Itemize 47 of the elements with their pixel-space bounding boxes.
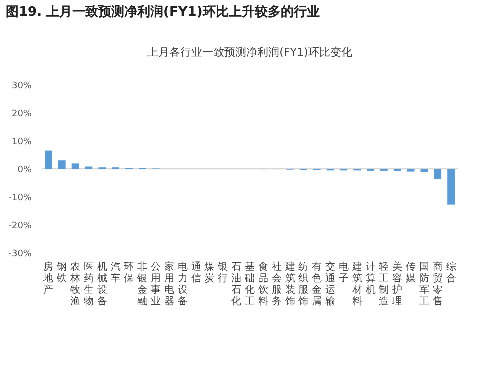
bar — [420, 169, 428, 172]
y-tick-label: 0% — [18, 166, 32, 176]
bar — [434, 169, 442, 180]
x-tick-label: 计算机 — [366, 261, 376, 296]
bar — [448, 169, 455, 205]
y-tick-label: -10% — [8, 194, 32, 204]
x-tick-label: 建筑材料 — [351, 261, 362, 308]
x-tick-label: 纺织服饰 — [298, 261, 309, 308]
bar — [58, 160, 66, 169]
x-tick-label: 石油石化 — [232, 262, 242, 308]
x-tick-label: 机械设备 — [97, 261, 108, 308]
x-tick-label: 煤炭 — [204, 261, 215, 284]
x-tick-label: 基础化工 — [244, 261, 255, 308]
bar — [72, 164, 80, 169]
x-tick-label: 美容护理 — [392, 261, 403, 308]
x-tick-label: 非银金融 — [136, 261, 148, 308]
chart-title: 图19. 上月一致预测净利润(FY1)环比上升较多的行业 — [6, 4, 320, 20]
x-tick-label: 通信 — [191, 261, 202, 284]
x-tick-label: 医药生物 — [84, 262, 94, 308]
x-tick-label: 交通运输 — [326, 261, 336, 308]
y-tick-label: 30% — [12, 82, 32, 92]
x-tick-label: 汽车 — [110, 261, 121, 284]
x-tick-label: 环保 — [124, 262, 134, 284]
y-tick-label: 20% — [12, 110, 32, 120]
x-tick-label: 农林牧渔 — [70, 262, 81, 308]
x-tick-label: 公用事业 — [151, 261, 162, 308]
bar — [407, 169, 415, 172]
x-tick-label: 建筑装饰 — [284, 261, 296, 308]
chart-subtitle: 上月各行业一致预测净利润(FY1)环比变化 — [148, 46, 352, 59]
x-tick-label: 钢铁 — [56, 262, 68, 284]
x-tick-label: 银行 — [217, 262, 228, 284]
x-tick-label: 电子 — [338, 261, 349, 284]
x-tick-label: 商贸零售 — [432, 261, 443, 308]
y-tick-label: -20% — [8, 222, 32, 232]
x-tick-label: 社会服务 — [272, 261, 282, 308]
y-tick-label: -30% — [8, 250, 32, 260]
x-tick-label: 有色金属 — [312, 261, 322, 308]
x-tick-label: 传媒 — [406, 262, 416, 284]
x-tick-label: 家用电器 — [164, 261, 174, 308]
x-tick-label: 电力设备 — [178, 261, 188, 308]
x-tick-label: 综合 — [446, 261, 456, 284]
x-tick-label: 房地产 — [42, 261, 54, 296]
bar — [45, 150, 52, 169]
y-tick-label: 10% — [12, 138, 32, 148]
x-tick-label: 轻工制造 — [379, 261, 390, 308]
x-tick-label: 食品饮料 — [257, 261, 268, 308]
x-tick-label: 国防军工 — [419, 262, 430, 308]
